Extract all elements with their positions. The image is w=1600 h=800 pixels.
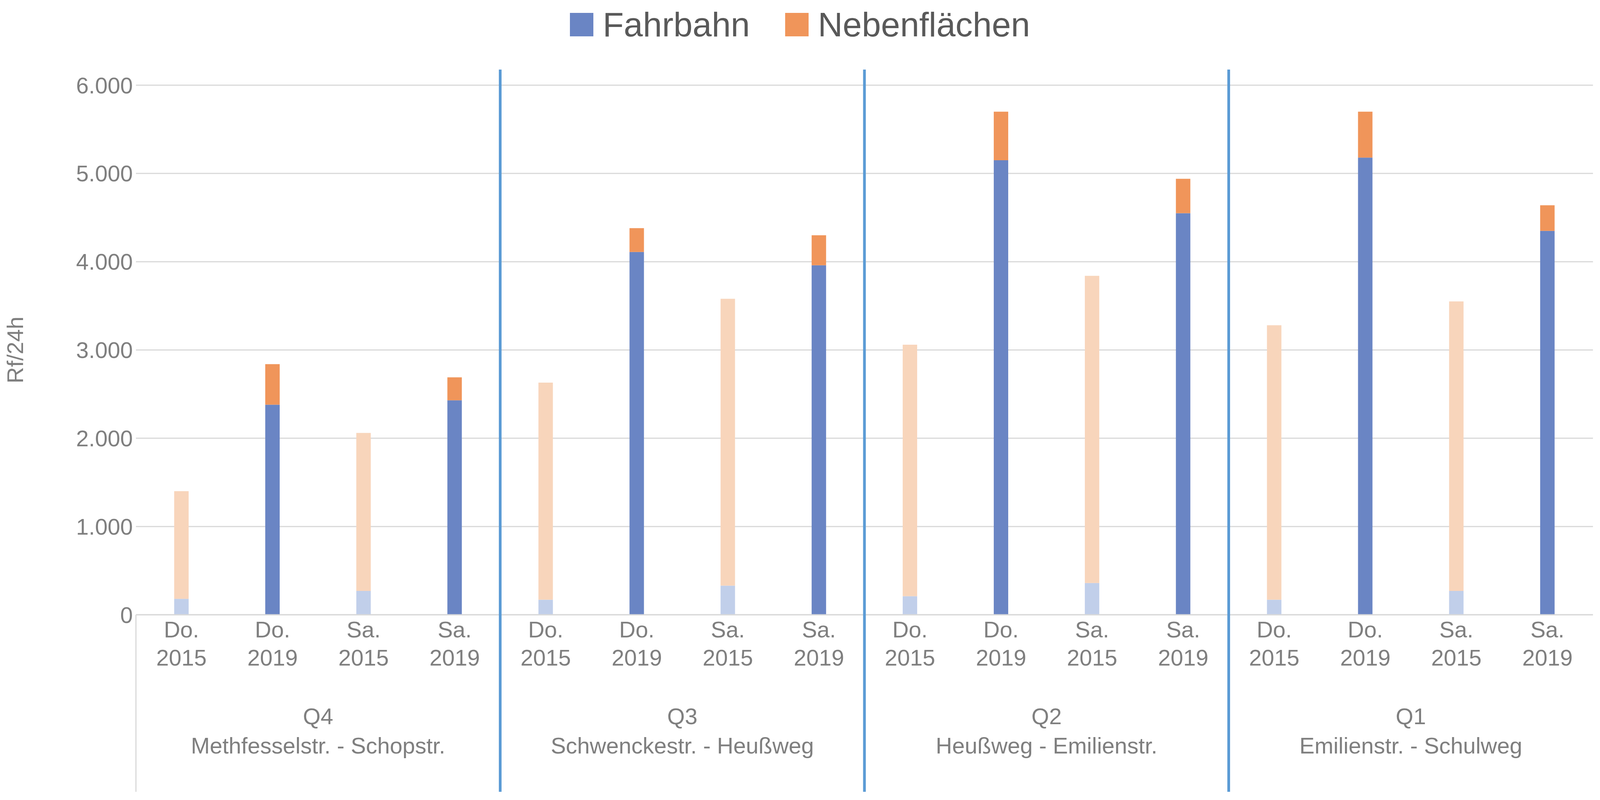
html-text:Nebenflächen: Nebenflächen xyxy=(817,5,1031,44)
svg-text:Q3: Q3 xyxy=(667,703,698,729)
svg-text:Sa.: Sa. xyxy=(801,616,836,642)
svg-text:2019: 2019 xyxy=(611,644,663,670)
svg-text:2019: 2019 xyxy=(1157,644,1209,670)
svg-text:Schwenckestr. - Heußweg: Schwenckestr. - Heußweg xyxy=(550,732,815,758)
svg-text:5.000: 5.000 xyxy=(76,160,133,186)
svg-text:2015: 2015 xyxy=(156,644,207,670)
svg-text:Do.: Do. xyxy=(163,616,199,642)
svg-text:1.000: 1.000 xyxy=(76,513,133,540)
svg-text:Q1: Q1 xyxy=(1395,703,1426,729)
svg-text:2015: 2015 xyxy=(702,644,754,670)
svg-text:Do.: Do. xyxy=(255,616,291,642)
svg-text:Do.: Do. xyxy=(983,616,1019,642)
svg-text:Sa.: Sa. xyxy=(710,616,745,642)
html-text:Fahrbahn: Fahrbahn xyxy=(602,5,750,44)
svg-text:Heußweg - Emilienstr.: Heußweg - Emilienstr. xyxy=(935,732,1158,758)
svg-text:Q4: Q4 xyxy=(303,703,334,729)
svg-text:2015: 2015 xyxy=(1066,644,1118,670)
svg-text:0: 0 xyxy=(120,601,133,628)
svg-text:Emilienstr. - Schulweg: Emilienstr. - Schulweg xyxy=(1299,732,1523,758)
svg-text:Sa.: Sa. xyxy=(346,616,381,642)
svg-text:2015: 2015 xyxy=(1249,644,1300,670)
svg-text:Q2: Q2 xyxy=(1031,703,1062,729)
svg-text:3.000: 3.000 xyxy=(76,337,133,363)
svg-text:2019: 2019 xyxy=(793,644,845,670)
svg-text:4.000: 4.000 xyxy=(76,248,133,275)
svg-text:2015: 2015 xyxy=(338,644,389,670)
svg-text:2019: 2019 xyxy=(1340,644,1391,670)
svg-text:Do.: Do. xyxy=(528,616,564,642)
svg-text:2019: 2019 xyxy=(975,644,1027,670)
svg-text:Do.: Do. xyxy=(619,616,655,642)
svg-text:2.000: 2.000 xyxy=(76,425,133,451)
svg-text:Do.: Do. xyxy=(1347,616,1383,642)
svg-text:Do.: Do. xyxy=(892,616,928,642)
svg-text:Do.: Do. xyxy=(1256,616,1292,642)
svg-text:2015: 2015 xyxy=(884,644,936,670)
svg-text:Sa.: Sa. xyxy=(1439,616,1474,642)
svg-text:Methfesselstr. - Schopstr.: Methfesselstr. - Schopstr. xyxy=(191,732,446,758)
svg-text:2015: 2015 xyxy=(520,644,572,670)
svg-text:Sa.: Sa. xyxy=(437,616,472,642)
svg-text:Sa.: Sa. xyxy=(1530,616,1565,642)
svg-text:2019: 2019 xyxy=(1522,644,1573,670)
svg-text:Sa.: Sa. xyxy=(1075,616,1109,642)
svg-text:2019: 2019 xyxy=(247,644,298,670)
svg-text:2019: 2019 xyxy=(429,644,480,670)
svg-text:Sa.: Sa. xyxy=(1166,616,1200,642)
svg-text:2015: 2015 xyxy=(1431,644,1482,670)
svg-text:Rf/24h: Rf/24h xyxy=(3,316,28,384)
svg-text:6.000: 6.000 xyxy=(76,72,133,99)
